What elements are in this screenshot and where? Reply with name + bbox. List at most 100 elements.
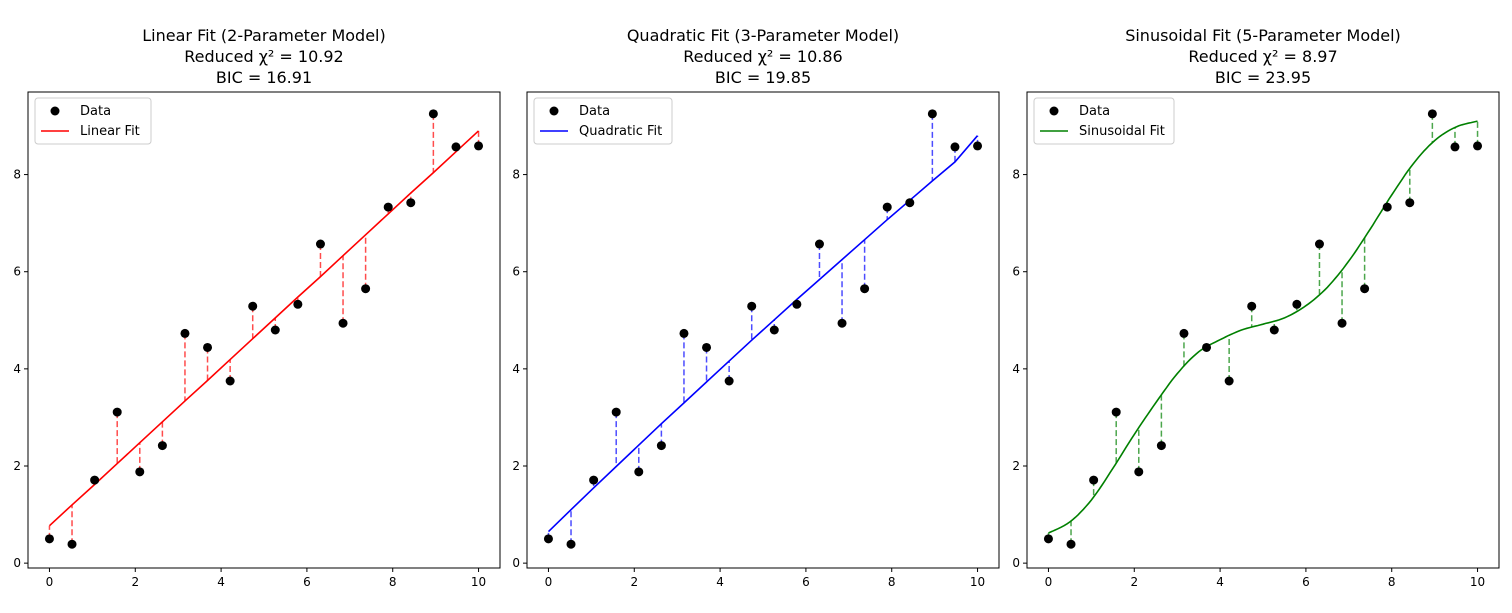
x-tick-label: 4 [217, 575, 225, 589]
legend-label: Data [80, 104, 111, 119]
y-tick-label: 4 [1012, 362, 1020, 376]
legend-label: Quadratic Fit [579, 124, 662, 139]
y-tick-label: 6 [512, 265, 520, 279]
data-point [90, 475, 100, 485]
chart-title-line: Reduced χ² = 10.92 [184, 47, 343, 66]
data-point [157, 441, 167, 451]
y-tick-label: 0 [13, 556, 21, 570]
data-point [589, 475, 599, 485]
x-tick-label: 2 [131, 575, 139, 589]
legend-label: Sinusoidal Fit [1079, 124, 1165, 139]
data-point [293, 299, 303, 309]
x-tick-label: 8 [389, 575, 397, 589]
x-tick-label: 10 [970, 575, 985, 589]
chart-panel-2: Quadratic Fit (3-Parameter Model) Reduced… [512, 26, 1000, 589]
data-point [1314, 239, 1324, 249]
data-point [315, 239, 325, 249]
data-point [1427, 109, 1437, 119]
data-point [1405, 198, 1415, 208]
data-point [1247, 301, 1257, 311]
data-point [1134, 467, 1144, 477]
x-tick-label: 6 [802, 575, 810, 589]
data-point [566, 539, 576, 549]
data-point [203, 342, 213, 352]
y-tick-label: 8 [1012, 168, 1020, 182]
data-point [1043, 534, 1053, 544]
legend-label: Data [1079, 104, 1110, 119]
data-point [1202, 342, 1212, 352]
data-point [543, 534, 553, 544]
data-point [112, 407, 122, 417]
data-point [1292, 299, 1302, 309]
x-tick-label: 6 [303, 575, 311, 589]
chart-title-line: BIC = 23.95 [1215, 68, 1311, 87]
data-point [406, 198, 416, 208]
chart-panel-3: Sinusoidal Fit (5-Parameter Model) Reduce… [1012, 26, 1500, 589]
data-point [769, 325, 779, 335]
y-tick-label: 4 [512, 362, 520, 376]
data-point [428, 109, 438, 119]
fit-line [1048, 120, 1478, 534]
data-point [474, 141, 484, 151]
y-tick-label: 0 [512, 556, 520, 570]
legend-marker-data [1049, 106, 1059, 116]
legend-marker-data [549, 106, 559, 116]
data-point [950, 142, 960, 152]
data-point [270, 325, 280, 335]
data-point [338, 318, 348, 328]
x-tick-label: 0 [1045, 575, 1053, 589]
data-point [1156, 441, 1166, 451]
data-point [792, 299, 802, 309]
data-point [973, 141, 983, 151]
data-point [1111, 407, 1121, 417]
x-tick-label: 8 [888, 575, 896, 589]
y-tick-label: 6 [13, 265, 21, 279]
data-point [1473, 141, 1483, 151]
data-point [180, 328, 190, 338]
x-tick-label: 4 [1216, 575, 1224, 589]
y-tick-label: 8 [512, 168, 520, 182]
data-point [724, 376, 734, 386]
fit-line [547, 135, 979, 533]
data-point [44, 534, 54, 544]
axes-frame [526, 91, 1000, 569]
data-point [1089, 475, 1099, 485]
data-point [135, 467, 145, 477]
chart-title-line: Linear Fit (2-Parameter Model) [142, 26, 385, 45]
data-point [679, 328, 689, 338]
chart-title-line: Sinusoidal Fit (5-Parameter Model) [1125, 26, 1401, 45]
axes-frame [27, 91, 501, 569]
data-point [611, 407, 621, 417]
data-point [1224, 376, 1234, 386]
x-tick-label: 0 [545, 575, 553, 589]
data-point [702, 342, 712, 352]
data-point [905, 198, 915, 208]
data-point [1360, 284, 1370, 294]
chart-title-line: Reduced χ² = 10.86 [683, 47, 842, 66]
data-point [634, 467, 644, 477]
axes-frame [1026, 91, 1500, 569]
x-tick-label: 0 [46, 575, 54, 589]
data-point [882, 202, 892, 212]
data-point [1066, 539, 1076, 549]
chart-title-line: BIC = 19.85 [715, 68, 811, 87]
data-point [383, 202, 393, 212]
y-tick-label: 0 [1012, 556, 1020, 570]
y-tick-label: 6 [1012, 265, 1020, 279]
x-tick-label: 10 [1470, 575, 1485, 589]
x-tick-label: 6 [1302, 575, 1310, 589]
legend-box [533, 97, 673, 145]
y-tick-label: 8 [13, 168, 21, 182]
y-tick-label: 2 [512, 459, 520, 473]
data-point [656, 441, 666, 451]
x-tick-label: 2 [1130, 575, 1138, 589]
y-tick-label: 2 [13, 459, 21, 473]
data-point [1450, 142, 1460, 152]
data-point [451, 142, 461, 152]
chart-title-line: Reduced χ² = 8.97 [1188, 47, 1337, 66]
data-point [837, 318, 847, 328]
legend-box [34, 97, 152, 145]
legend-marker-data [50, 106, 60, 116]
data-point [67, 539, 77, 549]
y-tick-label: 2 [1012, 459, 1020, 473]
